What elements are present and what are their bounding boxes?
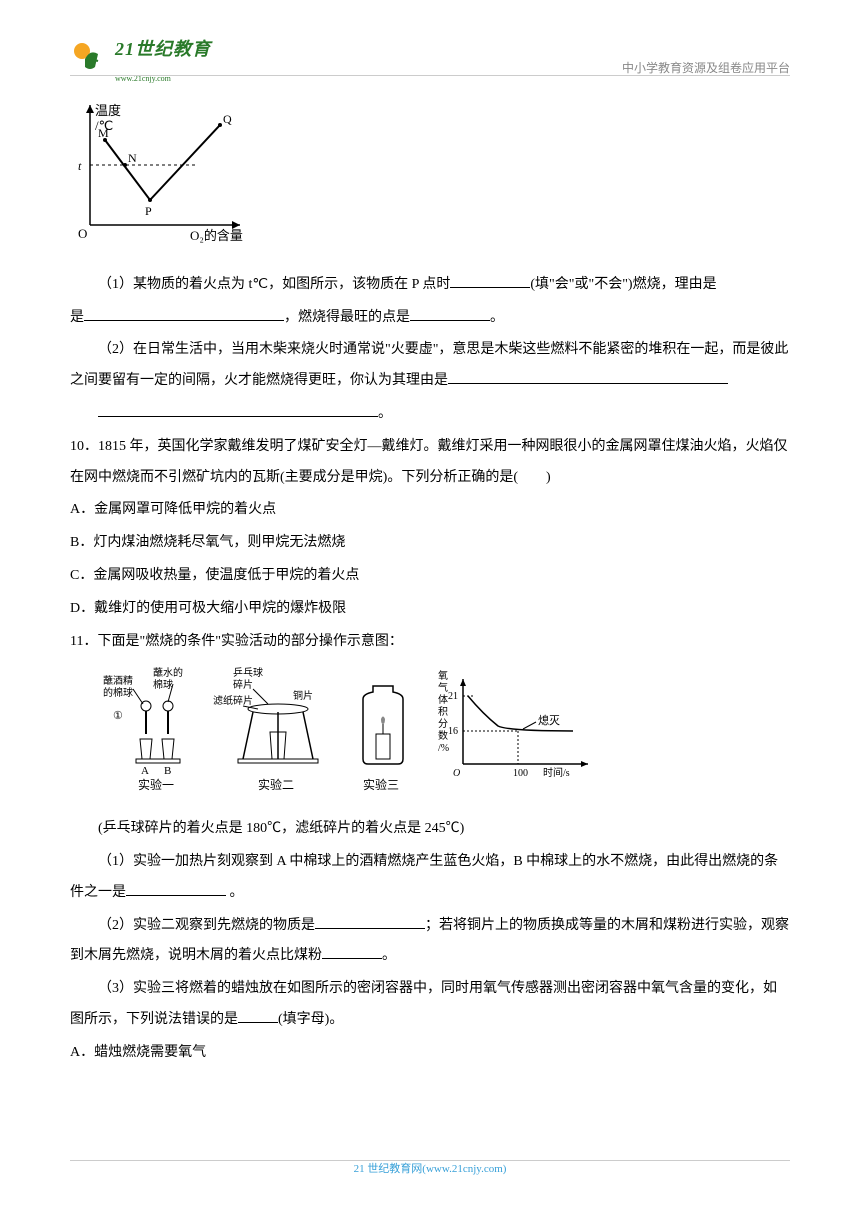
q9-part2-cont: 。 (70, 399, 790, 430)
logo-subtitle: www.21cnjy.com (115, 70, 211, 88)
svg-text:积: 积 (438, 706, 448, 718)
q11-1-blank (126, 879, 226, 896)
chart1-point-q: Q (223, 112, 232, 126)
svg-text:时间/s: 时间/s (543, 766, 570, 779)
svg-text:21: 21 (448, 691, 458, 702)
q9-2-blank1 (448, 367, 728, 384)
q10-option-d: D．戴维灯的使用可极大缩小甲烷的爆炸极限 (70, 594, 790, 625)
logo-icon (70, 39, 110, 79)
q9-1-blank1 (450, 271, 530, 288)
q11-3-end: (填字母)。 (278, 1012, 343, 1027)
q9-1-mid2: ，燃烧得最旺的点是 (284, 310, 410, 325)
experiment-diagram: 蘸酒精 的棉球 蘸水的 棉球 ① A B 实验一 乒乓球 碎片 滤纸碎片 铜片 … (98, 664, 598, 794)
q9-1-end: 。 (490, 310, 504, 325)
svg-text:O: O (453, 768, 460, 779)
q11-3-blank (238, 1006, 278, 1023)
svg-text:乒乓球: 乒乓球 (233, 666, 263, 679)
q9-1-text: （1）某物质的着火点为 t℃，如图所示，该物质在 P 点时 (98, 277, 450, 292)
svg-text:棉球: 棉球 (153, 678, 173, 691)
chart1-t-label: t (78, 159, 82, 173)
main-content: 温度 /℃ O₂的含量 O M N P Q t （1）某物质的着火点为 t℃，如… (70, 95, 790, 1069)
q11-2-end: 。 (382, 948, 396, 963)
q9-part1-cont: 是，燃烧得最旺的点是。 (70, 303, 790, 334)
q11-1-end: 。 (226, 885, 244, 900)
q9-2-blank2 (98, 400, 378, 417)
q11-2-blank1 (315, 912, 425, 929)
q11-part1: （1）实验一加热片刻观察到 A 中棉球上的酒精燃烧产生蓝色火焰，B 中棉球上的水… (70, 847, 790, 909)
svg-text:气: 气 (438, 681, 448, 694)
chart1-point-n: N (128, 151, 137, 165)
svg-text:B: B (164, 765, 171, 777)
q10-option-b: B．灯内煤油燃烧耗尽氧气，则甲烷无法燃烧 (70, 528, 790, 559)
svg-text:16: 16 (448, 726, 458, 737)
svg-text:氧: 氧 (438, 669, 448, 682)
q9-1-mid: (填"会"或"不会")燃烧，理由是 (530, 277, 716, 292)
svg-text:①: ① (113, 710, 123, 722)
q9-1-blank2 (84, 304, 284, 321)
header-divider (70, 75, 790, 76)
exp1-name: 实验一 (138, 777, 174, 792)
q11-note: (乒乓球碎片的着火点是 180℃，滤纸碎片的着火点是 245℃) (70, 814, 790, 845)
q11-option-a: A．蜡烛燃烧需要氧气 (70, 1038, 790, 1069)
q11-part3: （3）实验三将燃着的蜡烛放在如图所示的密闭容器中，同时用氧气传感器测出密闭容器中… (70, 974, 790, 1036)
svg-text:熄灭: 熄灭 (538, 713, 560, 727)
chart1-x-label: O₂的含量 (190, 228, 243, 243)
exp2-name: 实验二 (258, 777, 294, 792)
q11-2-blank2 (322, 943, 382, 960)
q11-stem: 11．下面是"燃烧的条件"实验活动的部分操作示意图： (70, 627, 790, 658)
exp3-name: 实验三 (363, 777, 399, 792)
logo-text-block: 21世纪教育 www.21cnjy.com (115, 30, 211, 87)
q9-1-blank3 (410, 304, 490, 321)
q11-2-text: （2）实验二观察到先燃烧的物质是 (98, 918, 315, 933)
chart1-y-label: 温度 (95, 103, 121, 118)
q10-option-a: A．金属网罩可降低甲烷的着火点 (70, 495, 790, 526)
svg-text:数: 数 (438, 729, 448, 742)
q9-part2: （2）在日常生活中，当用木柴来烧火时通常说"火要虚"，意思是木柴这些燃料不能紧密… (70, 335, 790, 397)
svg-text:A: A (141, 765, 149, 777)
svg-text:铜片: 铜片 (293, 689, 313, 702)
svg-text:滤纸碎片: 滤纸碎片 (213, 694, 253, 707)
svg-text:100: 100 (513, 768, 528, 779)
chart1-point-m: M (98, 126, 109, 140)
svg-text:体: 体 (438, 694, 448, 706)
footer-text: 21 世纪教育网(www.21cnjy.com) (0, 1157, 860, 1181)
q9-2-end: 。 (378, 406, 392, 421)
q10-option-c: C．金属网吸收热量，使温度低于甲烷的着火点 (70, 561, 790, 592)
svg-text:蘸水的: 蘸水的 (153, 666, 183, 679)
q9-part1: （1）某物质的着火点为 t℃，如图所示，该物质在 P 点时 (填"会"或"不会")… (70, 270, 790, 301)
chart1-origin: O (78, 226, 87, 241)
q11-part2: （2）实验二观察到先燃烧的物质是；若将铜片上的物质换成等量的木屑和煤粉进行实验，… (70, 911, 790, 973)
header-right-text: 中小学教育资源及组卷应用平台 (622, 55, 790, 81)
svg-text:/%: /% (438, 743, 449, 754)
svg-text:分: 分 (438, 718, 448, 730)
header-logo: 21世纪教育 www.21cnjy.com (70, 30, 211, 87)
svg-text:的棉球: 的棉球 (103, 686, 133, 699)
q11-3-text: （3）实验三将燃着的蜡烛放在如图所示的密闭容器中，同时用氧气传感器测出密闭容器中… (70, 981, 777, 1027)
svg-text:碎片: 碎片 (233, 678, 253, 691)
q10-stem: 10．1815 年，英国化学家戴维发明了煤矿安全灯—戴维灯。戴维灯采用一种网眼很… (70, 432, 790, 494)
chart-temperature-oxygen: 温度 /℃ O₂的含量 O M N P Q t (70, 95, 250, 245)
svg-text:蘸酒精: 蘸酒精 (103, 674, 133, 687)
chart1-point-p: P (145, 204, 152, 218)
logo-title: 21世纪教育 (115, 30, 211, 70)
